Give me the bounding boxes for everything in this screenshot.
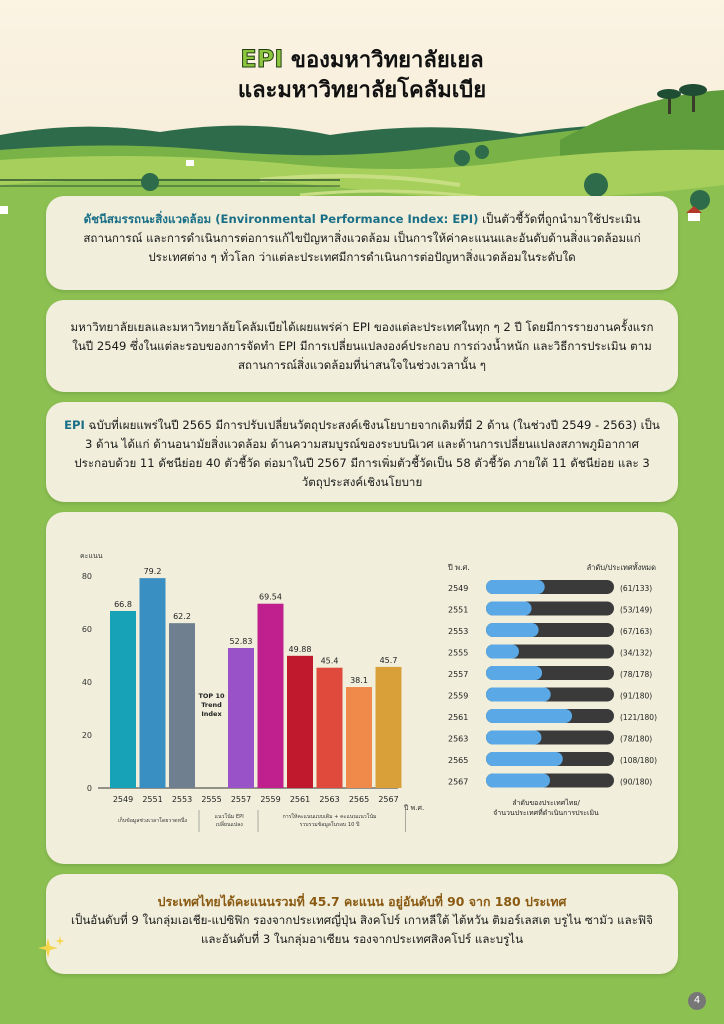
intro-highlight: ดัชนีสมรรถนะสิ่งแวดล้อม (Environmental P…	[83, 212, 479, 226]
rank-caption: ลำดับของประเทศไทย/	[512, 798, 580, 807]
rank-year-label: 2561	[448, 713, 468, 722]
bar-value-label: 62.2	[173, 612, 191, 621]
x-axis-label: ปี พ.ศ.	[404, 804, 424, 812]
rank-header-rank: ลำดับ/ประเทศทั้งหมด	[587, 562, 657, 572]
y-tick-label: 0	[87, 784, 92, 793]
rank-bar-fill	[486, 623, 539, 637]
bar-value-label: 38.1	[350, 676, 368, 685]
rank-year-label: 2567	[448, 778, 468, 787]
rank-value-label: (67/163)	[620, 627, 652, 636]
bar	[110, 610, 136, 788]
rank-value-label: (78/180)	[620, 735, 652, 744]
bar	[228, 648, 254, 788]
rank-year-label: 2551	[448, 606, 468, 615]
bar	[346, 687, 372, 788]
bar	[287, 655, 313, 788]
bar-value-label: 66.8	[114, 600, 132, 609]
title-line2: และมหาวิทยาลัยโคลัมเบีย	[237, 78, 487, 103]
rank-value-label: (91/180)	[620, 692, 652, 701]
bar-value-label: 69.54	[259, 593, 282, 602]
bar	[375, 666, 402, 788]
bar-value-label: 45.4	[321, 657, 339, 666]
rank-year-label: 2557	[448, 670, 468, 679]
y-axis-label: คะแนน	[80, 552, 103, 560]
rank-value-label: (108/180)	[620, 756, 657, 765]
rank-bar-fill	[486, 773, 550, 788]
title-line1: ของมหาวิทยาลัยเยล	[283, 48, 484, 73]
y-tick-label: 20	[82, 731, 92, 740]
bar	[169, 623, 195, 788]
rank-year-label: 2559	[448, 692, 468, 701]
page-title: EPI ของมหาวิทยาลัยเยล และมหาวิทยาลัยโคลั…	[0, 44, 724, 106]
x-tick-label: 2561	[290, 795, 310, 804]
rank-year-label: 2555	[448, 649, 468, 658]
x-tick-label: 2559	[260, 795, 280, 804]
rank-bar-fill	[486, 601, 532, 616]
update-card: EPI ฉบับที่เผยแพร่ในปี 2565 มีการปรับเปล…	[46, 402, 678, 502]
intro-text: เป็นตัวชี้วัดที่ถูกนำมาใช้ประเมินสถานการ…	[83, 212, 641, 264]
summary-headline: ประเทศไทยได้คะแนนรวมที่ 45.7 คะแนน อยู่อ…	[157, 894, 567, 909]
y-tick-label: 80	[82, 572, 92, 581]
rank-value-label: (121/180)	[620, 713, 657, 722]
rank-bar-fill	[486, 709, 573, 723]
summary-card: ประเทศไทยได้คะแนนรวมที่ 45.7 คะแนน อยู่อ…	[46, 874, 678, 974]
epi-score-bar-chart: คะแนน 0 20 40 60 80 ปี พ.ศ. 66.8 2549 79.2 2551 62.…	[80, 552, 424, 832]
group-label: แนวโน้ม EPI	[215, 813, 245, 820]
summary-text: เป็นอันดับที่ 9 ในกลุ่มเอเชีย-แปซิฟิก รอ…	[71, 913, 653, 946]
rank-year-label: 2549	[448, 584, 468, 593]
rank-bar-fill	[486, 752, 563, 766]
x-tick-label: 2563	[319, 795, 339, 804]
title-epi-highlight: EPI	[240, 45, 284, 74]
rank-bar-fill	[486, 730, 542, 745]
x-tick-label: 2567	[378, 795, 398, 804]
bar-value-label: 79.2	[144, 567, 162, 576]
bar-value-label: 49.88	[289, 645, 312, 654]
x-tick-label: 2565	[349, 795, 369, 804]
rank-year-label: 2565	[448, 756, 468, 765]
chart-card: คะแนน 0 20 40 60 80 ปี พ.ศ. 66.8 2549 79.2 2551 62.…	[46, 512, 678, 864]
rank-bar-fill	[486, 687, 551, 702]
rank-value-label: (90/180)	[620, 778, 652, 787]
intro-card: ดัชนีสมรรถนะสิ่งแวดล้อม (Environmental P…	[46, 196, 678, 290]
rank-year-label: 2553	[448, 627, 468, 636]
rank-value-label: (53/149)	[620, 606, 652, 615]
rank-bar-fill	[486, 666, 543, 680]
trend-index-annotation: Trend	[201, 701, 222, 709]
rank-value-label: (61/133)	[620, 584, 652, 593]
x-tick-label: 2553	[172, 795, 192, 804]
trend-index-annotation: TOP 10	[198, 692, 225, 700]
rank-caption: จำนวนประเทศที่ดำเนินการประเมิน	[493, 808, 599, 817]
thailand-rank-chart: ปี พ.ศ. ลำดับ/ประเทศทั้งหมด 2549 (61/133) 25…	[447, 562, 657, 817]
update-highlight: EPI	[64, 418, 85, 432]
group-label: รวบรวมข้อมูลในรอบ 10 ปี	[300, 821, 360, 828]
rank-value-label: (34/132)	[620, 649, 652, 658]
bar	[139, 578, 166, 788]
bar	[316, 667, 343, 788]
x-tick-label: 2557	[231, 795, 251, 804]
group-label: เก็บข้อมูลช่วงเวลาโดยวาดหนึ่ง	[118, 816, 188, 824]
y-tick-label: 40	[82, 678, 92, 687]
history-text: มหาวิทยาลัยเยลและมหาวิทยาลัยโคลัมเบียได้…	[70, 320, 654, 372]
x-tick-label: 2551	[142, 795, 162, 804]
page-number: 4	[688, 992, 706, 1010]
history-card: มหาวิทยาลัยเยลและมหาวิทยาลัยโคลัมเบียได้…	[46, 300, 678, 392]
sparkle-icon	[38, 936, 65, 958]
bar	[257, 603, 284, 788]
y-tick-label: 60	[82, 625, 92, 634]
rank-header-year: ปี พ.ศ.	[447, 563, 470, 572]
x-tick-label: 2555	[201, 795, 221, 804]
bar-value-label: 45.7	[380, 656, 398, 665]
rank-year-label: 2563	[448, 735, 468, 744]
group-label: การให้คะแนนแบบเดิม + คะแนนแนวโน้ม	[283, 813, 377, 820]
rank-value-label: (78/178)	[620, 670, 652, 679]
group-label: เปลี่ยนแปลง	[216, 821, 244, 828]
bar-value-label: 52.83	[230, 637, 253, 646]
rank-bar-fill	[486, 644, 519, 659]
rank-bar-fill	[486, 580, 545, 594]
update-text: ฉบับที่เผยแพร่ในปี 2565 มีการปรับเปลี่ยน…	[74, 418, 660, 489]
trend-index-annotation: Index	[201, 710, 222, 718]
x-tick-label: 2549	[113, 795, 133, 804]
